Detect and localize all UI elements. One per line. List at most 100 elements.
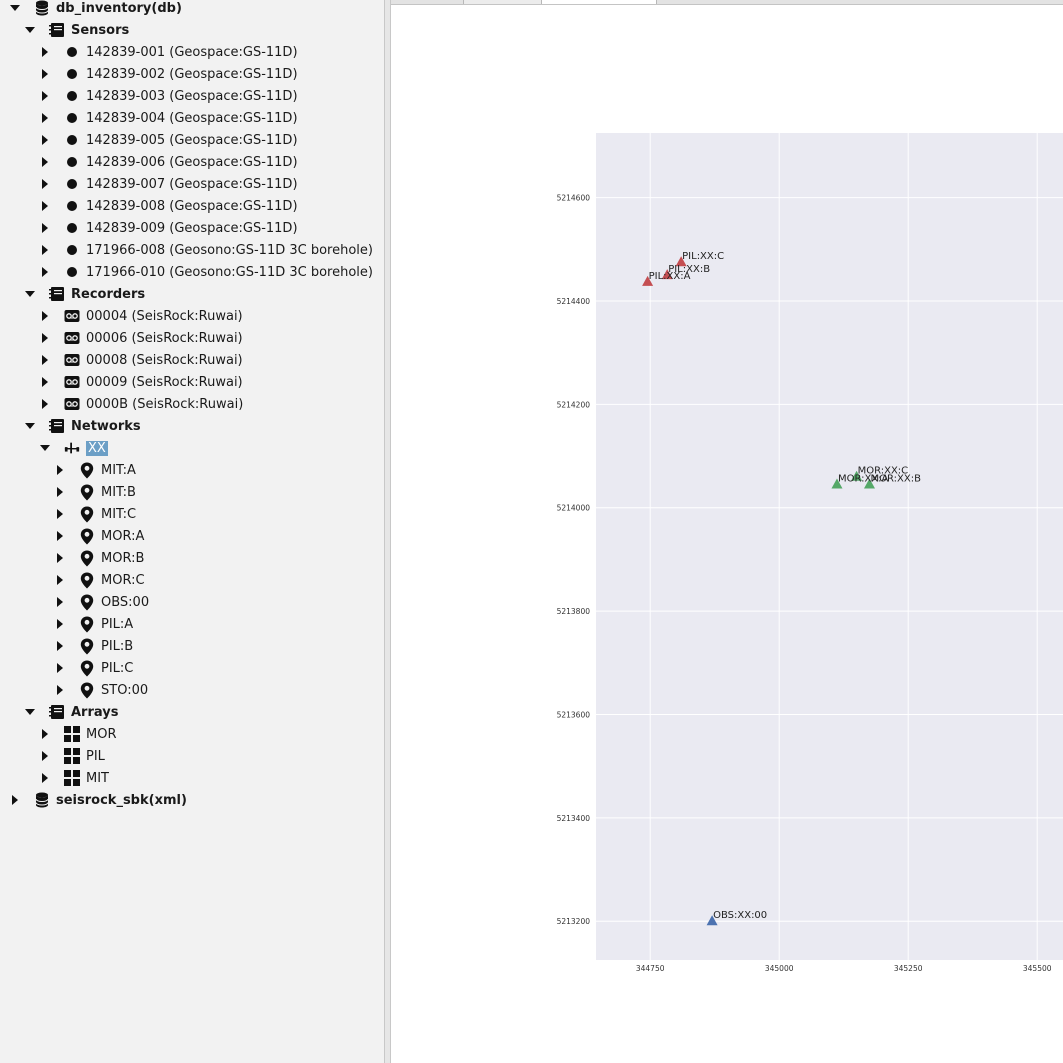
tree-item-recorder[interactable]: 00009 (SeisRock:Ruwai) xyxy=(0,371,384,393)
expand-arrow-icon[interactable] xyxy=(55,531,65,541)
tree-item-label: MOR:B xyxy=(101,550,145,566)
expand-arrow-icon[interactable] xyxy=(40,245,50,255)
expand-arrow-icon[interactable] xyxy=(40,135,50,145)
tab-2[interactable] xyxy=(541,0,657,4)
tree-item-station[interactable]: MOR:B xyxy=(0,547,384,569)
tree-item-station[interactable]: STO:00 xyxy=(0,679,384,701)
expand-arrow-icon[interactable] xyxy=(40,91,50,101)
sensor-dot-icon xyxy=(64,264,80,280)
tree-item-station[interactable]: MOR:C xyxy=(0,569,384,591)
tree-item-sensor[interactable]: 142839-002 (Geospace:GS-11D) xyxy=(0,63,384,85)
collapse-arrow-icon[interactable] xyxy=(40,443,50,453)
expand-arrow-icon[interactable] xyxy=(40,773,50,783)
expand-arrow-icon[interactable] xyxy=(55,553,65,563)
inventory-tree[interactable]: db_inventory(db) Sensors 142839-001 (Geosp… xyxy=(0,0,384,1063)
collapse-arrow-icon[interactable] xyxy=(10,3,20,13)
tree-item-sensor[interactable]: 171966-010 (Geosono:GS-11D 3C borehole) xyxy=(0,261,384,283)
station-marker xyxy=(851,470,863,481)
expand-arrow-icon[interactable] xyxy=(40,399,50,409)
tree-group-recorders[interactable]: Recorders xyxy=(0,283,384,305)
tree-root-seisrock-sbk[interactable]: seisrock_sbk(xml) xyxy=(0,789,384,811)
collapse-arrow-icon[interactable] xyxy=(25,707,35,717)
tree-group-networks[interactable]: Networks xyxy=(0,415,384,437)
expand-arrow-icon[interactable] xyxy=(40,267,50,277)
tree-item-array[interactable]: MIT xyxy=(0,767,384,789)
tree-item-sensor[interactable]: 142839-003 (Geospace:GS-11D) xyxy=(0,85,384,107)
expand-arrow-icon[interactable] xyxy=(40,355,50,365)
tree-item-label: MOR:A xyxy=(101,528,145,544)
expand-arrow-icon[interactable] xyxy=(55,663,65,673)
expand-arrow-icon[interactable] xyxy=(40,333,50,343)
tree-item-recorder[interactable]: 00008 (SeisRock:Ruwai) xyxy=(0,349,384,371)
tree-item-label: 171966-010 (Geosono:GS-11D 3C borehole) xyxy=(86,264,373,280)
folder-book-icon xyxy=(49,704,65,720)
tree-item-station[interactable]: PIL:A xyxy=(0,613,384,635)
tree-item-recorder[interactable]: 00006 (SeisRock:Ruwai) xyxy=(0,327,384,349)
expand-arrow-icon[interactable] xyxy=(40,729,50,739)
sensor-dot-icon xyxy=(64,154,80,170)
expand-arrow-icon[interactable] xyxy=(55,641,65,651)
tree-group-arrays[interactable]: Arrays xyxy=(0,701,384,723)
tree-item-network-xx[interactable]: XX xyxy=(0,437,384,459)
tree-item-sensor[interactable]: 142839-008 (Geospace:GS-11D) xyxy=(0,195,384,217)
tree-item-sensor[interactable]: 142839-001 (Geospace:GS-11D) xyxy=(0,41,384,63)
tree-item-label: MOR:C xyxy=(101,572,145,588)
expand-arrow-icon[interactable] xyxy=(40,377,50,387)
expand-arrow-icon[interactable] xyxy=(55,685,65,695)
expand-arrow-icon[interactable] xyxy=(55,575,65,585)
expand-arrow-icon[interactable] xyxy=(40,751,50,761)
expand-arrow-icon[interactable] xyxy=(55,597,65,607)
tree-item-recorder[interactable]: 00004 (SeisRock:Ruwai) xyxy=(0,305,384,327)
expand-arrow-icon[interactable] xyxy=(40,311,50,321)
tree-item-label: 142839-008 (Geospace:GS-11D) xyxy=(86,198,298,214)
tree-item-recorder[interactable]: 0000B (SeisRock:Ruwai) xyxy=(0,393,384,415)
tree-group-sensors[interactable]: Sensors xyxy=(0,19,384,41)
tree-item-station[interactable]: MIT:A xyxy=(0,459,384,481)
panel-splitter[interactable] xyxy=(384,0,391,1063)
x-tick-label: 345000 xyxy=(765,964,794,973)
folder-book-icon xyxy=(49,418,65,434)
tree-item-array[interactable]: PIL xyxy=(0,745,384,767)
expand-arrow-icon[interactable] xyxy=(55,487,65,497)
station-marker xyxy=(661,269,673,280)
tree-item-sensor[interactable]: 142839-009 (Geospace:GS-11D) xyxy=(0,217,384,239)
tree-item-station[interactable]: OBS:00 xyxy=(0,591,384,613)
tree-item-sensor[interactable]: 142839-006 (Geospace:GS-11D) xyxy=(0,151,384,173)
expand-arrow-icon[interactable] xyxy=(40,69,50,79)
tree-item-station[interactable]: PIL:B xyxy=(0,635,384,657)
location-pin-icon xyxy=(79,462,95,478)
tree-item-label: 142839-001 (Geospace:GS-11D) xyxy=(86,44,298,60)
tree-item-station[interactable]: MIT:C xyxy=(0,503,384,525)
tree-item-station[interactable]: MIT:B xyxy=(0,481,384,503)
y-tick-label: 5213600 xyxy=(557,710,591,719)
expand-arrow-icon[interactable] xyxy=(40,113,50,123)
tree-item-sensor[interactable]: 171966-008 (Geosono:GS-11D 3C borehole) xyxy=(0,239,384,261)
tree-item-sensor[interactable]: 142839-005 (Geospace:GS-11D) xyxy=(0,129,384,151)
database-icon xyxy=(34,0,50,16)
expand-arrow-icon[interactable] xyxy=(55,509,65,519)
sensor-dot-icon xyxy=(64,176,80,192)
expand-arrow-icon[interactable] xyxy=(40,179,50,189)
expand-arrow-icon[interactable] xyxy=(40,157,50,167)
y-tick-label: 5214200 xyxy=(557,400,591,409)
collapse-arrow-icon[interactable] xyxy=(25,25,35,35)
location-pin-icon xyxy=(79,572,95,588)
tree-item-label: XX xyxy=(86,440,108,456)
tree-item-array[interactable]: MOR xyxy=(0,723,384,745)
expand-arrow-icon[interactable] xyxy=(40,47,50,57)
expand-arrow-icon[interactable] xyxy=(55,465,65,475)
tree-item-label: PIL xyxy=(86,748,105,764)
y-tick-label: 5213800 xyxy=(557,607,591,616)
tree-item-sensor[interactable]: 142839-004 (Geospace:GS-11D) xyxy=(0,107,384,129)
expand-arrow-icon[interactable] xyxy=(40,201,50,211)
expand-arrow-icon[interactable] xyxy=(10,795,20,805)
collapse-arrow-icon[interactable] xyxy=(25,421,35,431)
expand-arrow-icon[interactable] xyxy=(40,223,50,233)
tree-item-station[interactable]: PIL:C xyxy=(0,657,384,679)
expand-arrow-icon[interactable] xyxy=(55,619,65,629)
x-tick-label: 345250 xyxy=(894,964,923,973)
collapse-arrow-icon[interactable] xyxy=(25,289,35,299)
tree-item-station[interactable]: MOR:A xyxy=(0,525,384,547)
tree-item-sensor[interactable]: 142839-007 (Geospace:GS-11D) xyxy=(0,173,384,195)
tree-root-db-inventory[interactable]: db_inventory(db) xyxy=(0,0,384,19)
